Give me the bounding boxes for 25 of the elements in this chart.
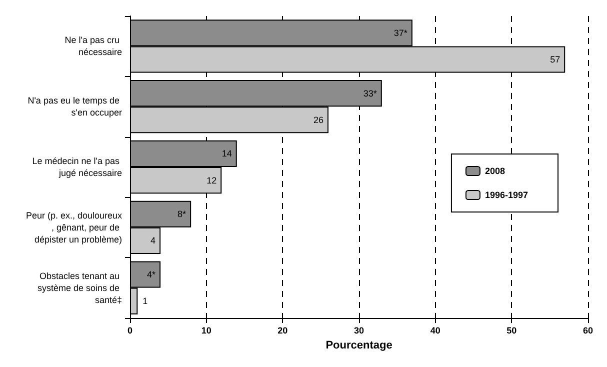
legend-label: 2008 <box>484 166 505 176</box>
y-tick-label: Peur (p. ex., douloureux, gênant, peur de dépister un problème) <box>26 210 122 244</box>
data-label: 26 <box>313 114 324 125</box>
x-tick-label: 50 <box>506 326 517 336</box>
data-label: 8* <box>178 209 187 220</box>
x-tick-label: 0 <box>127 326 133 336</box>
data-label: 57 <box>550 54 560 64</box>
data-label: 37* <box>394 28 408 38</box>
y-tick-label: Ne l'a pas cru nécessaire <box>64 35 122 58</box>
x-tick-label: 30 <box>354 326 364 336</box>
x-axis-title: Pourcentage <box>326 340 392 352</box>
data-label: 4 <box>150 236 156 246</box>
data-label: 12 <box>206 175 217 186</box>
legend-label: 1996-1997 <box>484 190 528 200</box>
y-tick-label: N'a pas eu le temps de s'en occuper <box>28 96 122 118</box>
data-label: 1 <box>142 296 148 306</box>
y-tick-label: Obstacles tenant au système de soins de santé‡ <box>37 270 122 305</box>
x-tick-label: 10 <box>201 326 212 336</box>
x-tick-label: 60 <box>582 326 594 336</box>
data-label: 14 <box>222 148 232 159</box>
x-tick-label: 40 <box>430 326 440 336</box>
x-tick-label: 20 <box>278 326 288 336</box>
data-label: 33* <box>363 88 378 98</box>
data-label: 4* <box>147 270 156 280</box>
y-tick-label: Le médecin ne l'a pas jugé nécessaire <box>32 156 122 178</box>
